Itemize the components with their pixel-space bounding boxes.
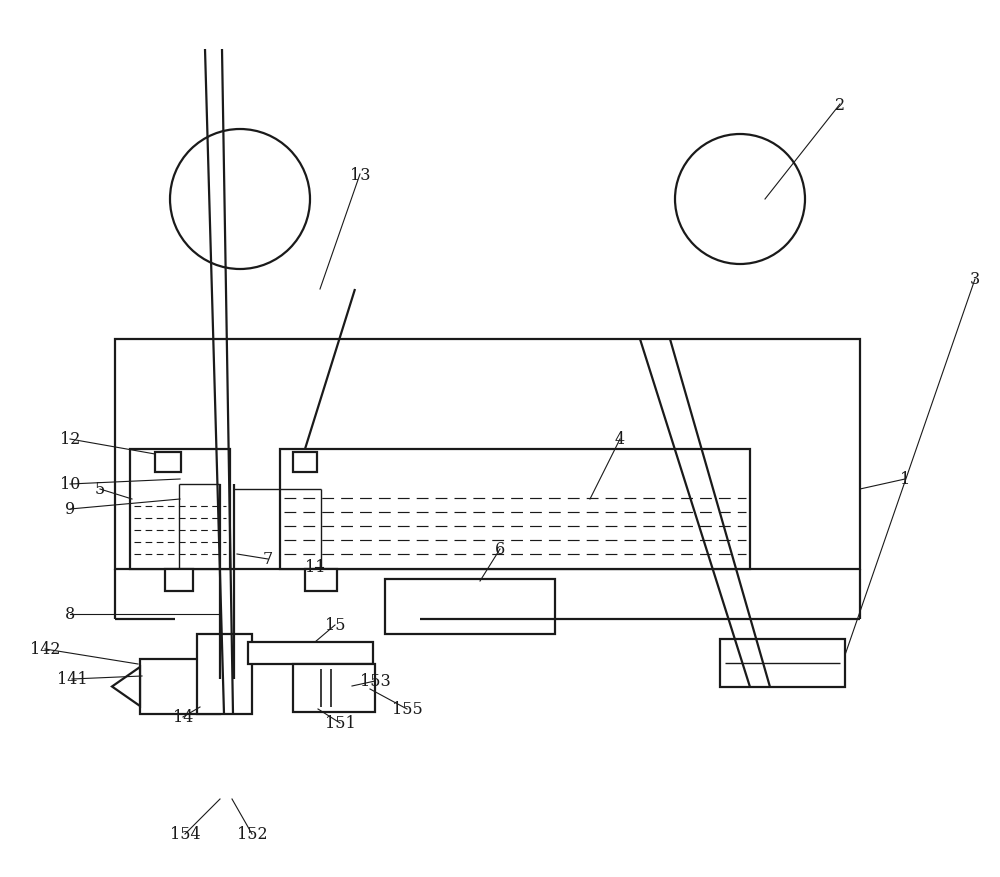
Text: 12: 12 [60, 431, 80, 448]
Bar [165, 569, 193, 591]
Bar [293, 453, 317, 473]
Polygon shape [112, 667, 140, 706]
Bar [305, 569, 337, 591]
Text: 14: 14 [173, 709, 193, 725]
Bar [385, 580, 555, 634]
Text: 11: 11 [305, 559, 325, 576]
Circle shape [170, 130, 310, 270]
Bar [197, 634, 252, 714]
Bar [140, 660, 220, 714]
Text: 6: 6 [495, 541, 505, 558]
Text: 15: 15 [325, 617, 345, 634]
Bar [155, 453, 181, 473]
Text: 4: 4 [615, 431, 625, 448]
Text: 10: 10 [60, 476, 80, 493]
Bar [293, 664, 375, 712]
Text: 9: 9 [65, 501, 75, 518]
Text: 152: 152 [237, 825, 267, 843]
Bar [280, 450, 750, 569]
Bar [720, 639, 845, 688]
Text: 7: 7 [263, 551, 273, 567]
Text: 142: 142 [30, 641, 60, 658]
Text: 141: 141 [57, 671, 87, 688]
Text: 3: 3 [970, 271, 980, 289]
Text: 1: 1 [900, 471, 910, 488]
Text: 154: 154 [170, 825, 200, 843]
Text: 155: 155 [392, 701, 422, 717]
Bar [248, 642, 373, 664]
Text: 2: 2 [835, 96, 845, 113]
Bar [115, 339, 860, 569]
Text: 5: 5 [95, 481, 105, 498]
Bar [130, 450, 230, 569]
Text: 8: 8 [65, 606, 75, 623]
Text: 153: 153 [360, 673, 390, 689]
Circle shape [675, 135, 805, 265]
Text: 151: 151 [325, 715, 355, 731]
Text: 13: 13 [350, 167, 370, 183]
